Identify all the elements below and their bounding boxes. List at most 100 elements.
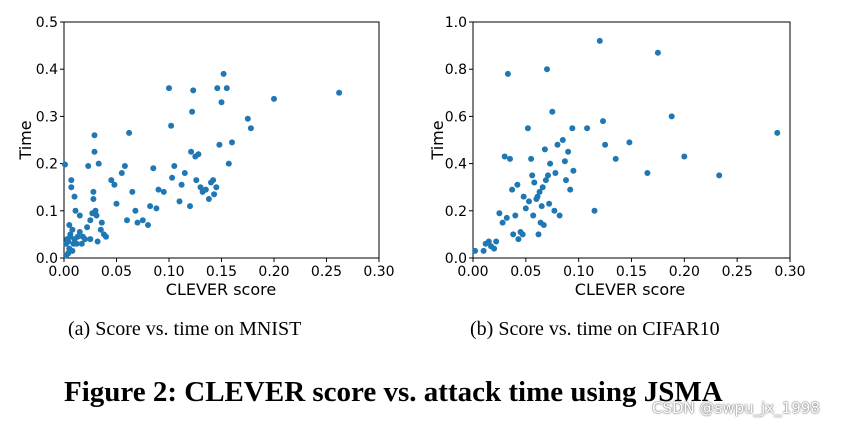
chart-b-data-point	[681, 153, 688, 160]
figure-caption: Figure 2: CLEVER score vs. attack time u…	[64, 376, 723, 408]
chart-b-y-tick-label: 1.0	[445, 15, 467, 31]
chart-a-x-tick-label: 0.00	[48, 264, 79, 280]
chart-a-data-point	[62, 161, 68, 168]
chart-a-data-point	[145, 222, 151, 228]
chart-b-data-point	[540, 222, 547, 228]
chart-b-y-tick-label: 0.4	[445, 157, 467, 173]
chart-a-data-point	[153, 205, 160, 212]
chart-b-data-point	[551, 207, 558, 214]
chart-b-data-point	[541, 146, 548, 153]
chart-b-data-point	[509, 186, 516, 193]
chart-a-data-point	[94, 238, 101, 245]
chart-b-data-point	[536, 188, 543, 195]
chart-a-data-point	[76, 212, 83, 219]
chart-b-x-tick-label: 0.25	[722, 264, 753, 280]
subfigure-caption-a: (a) Score vs. time on MNIST	[68, 318, 302, 340]
chart-b-data-point	[507, 155, 513, 162]
chart-b-data-point	[565, 148, 572, 155]
chart-a-data-point	[108, 177, 115, 184]
chart-a-data-point	[111, 181, 118, 188]
chart-a-data-point	[150, 165, 157, 172]
chart-b-data-point	[530, 212, 537, 219]
chart-a-y-tick-label: 0.5	[36, 15, 58, 31]
chart-a-data-point	[247, 125, 254, 132]
chart-a-data-point	[205, 196, 212, 202]
chart-b-data-point	[567, 186, 574, 193]
chart-a-data-point	[87, 217, 94, 224]
chart-a-data-point	[202, 186, 209, 193]
chart-a-data-point	[129, 188, 136, 195]
chart-a-data-point	[78, 240, 85, 247]
chart-b-data-point	[602, 141, 609, 148]
chart-b-data-point	[491, 245, 498, 252]
chart-b-data-point	[546, 200, 553, 207]
chart-a-data-point	[181, 170, 188, 176]
chart-a-data-point	[160, 188, 167, 195]
chart-b-data-point	[472, 247, 479, 254]
chart-a-data-point	[166, 85, 172, 92]
chart-b-data-point	[534, 193, 541, 200]
chart-b-data-point	[716, 172, 723, 179]
chart-a-data-point	[169, 174, 176, 181]
chart-a-x-tick-label: 0.10	[153, 264, 184, 280]
chart-b-x-tick-label: 0.05	[510, 264, 541, 280]
chart-b-data-point	[496, 210, 503, 217]
chart-a-data-point	[69, 226, 76, 233]
chart-a-data-point	[91, 132, 98, 139]
chart-b-data-point	[600, 118, 606, 125]
chart-b-data-point	[538, 203, 545, 210]
chart-b-x-tick-label: 0.20	[669, 264, 700, 280]
chart-b-data-point	[559, 137, 566, 143]
chart-b-scatter-cifar10: 0.00 0.05 0.10 0.15 0.20 0.25 0.30 0.0 0.2 0.4 0.6…	[428, 15, 806, 299]
chart-a-data-point	[132, 207, 139, 214]
chart-b-y-tick-label: 0.8	[445, 62, 467, 78]
chart-b-plot-area: 0.00 0.05 0.10 0.15 0.20 0.25 0.30 0.0 0.2 0.4 0.6…	[445, 15, 806, 280]
chart-b-data-point	[612, 155, 619, 162]
chart-a-data-point	[76, 229, 83, 235]
chart-a-data-point	[213, 184, 220, 191]
chart-b-data-point	[535, 231, 542, 238]
chart-b-data-point	[547, 160, 554, 167]
chart-a-data-point	[168, 122, 175, 129]
chart-a-data-point	[121, 163, 128, 169]
chart-a-data-point	[147, 203, 154, 210]
chart-b-xlabel: CLEVER score	[575, 280, 685, 299]
chart-b-data-point	[510, 231, 517, 238]
chart-a-data-point	[68, 184, 75, 191]
chart-b-data-point	[554, 141, 561, 148]
chart-a-y-tick-label: 0.2	[36, 157, 58, 173]
chart-b-x-tick-label: 0.30	[774, 264, 805, 280]
chart-b-data-point	[570, 167, 577, 174]
chart-a-data-point	[82, 236, 88, 243]
chart-a-data-point	[71, 193, 78, 200]
chart-a-data-point	[195, 151, 202, 158]
chart-b-data-point	[569, 125, 576, 132]
chart-a-data-point	[216, 141, 223, 148]
chart-a-x-tick-label: 0.30	[363, 264, 394, 280]
chart-a-data-point	[124, 217, 130, 224]
chart-b-data-point	[529, 172, 536, 179]
chart-b-data-point	[501, 153, 508, 160]
chart-b-data-point	[545, 172, 551, 179]
chart-a-data-point	[84, 224, 91, 231]
chart-a-data-point	[91, 148, 98, 155]
chart-a-y-tick-label: 0.1	[36, 204, 58, 220]
chart-b-data-point	[539, 184, 546, 191]
chart-b-y-tick-label: 0.0	[445, 251, 467, 267]
chart-b-data-point	[499, 219, 506, 226]
chart-b-data-point	[504, 70, 511, 77]
chart-a-data-point	[178, 181, 185, 188]
chart-a-data-point	[193, 177, 200, 184]
chart-b-data-point	[544, 66, 550, 73]
chart-a-x-tick-label: 0.05	[101, 264, 132, 280]
chart-a-xlabel: CLEVER score	[166, 280, 276, 299]
chart-b-data-point	[493, 238, 500, 245]
chart-b-data-point	[668, 113, 675, 120]
chart-b-data-point	[531, 179, 538, 186]
chart-a-data-point	[126, 129, 133, 136]
chart-a-data-point	[271, 95, 277, 102]
chart-b-data-point	[514, 181, 521, 188]
chart-b-data-point	[549, 108, 556, 115]
chart-a-data-point	[85, 163, 92, 169]
chart-a-data-point	[73, 240, 80, 247]
